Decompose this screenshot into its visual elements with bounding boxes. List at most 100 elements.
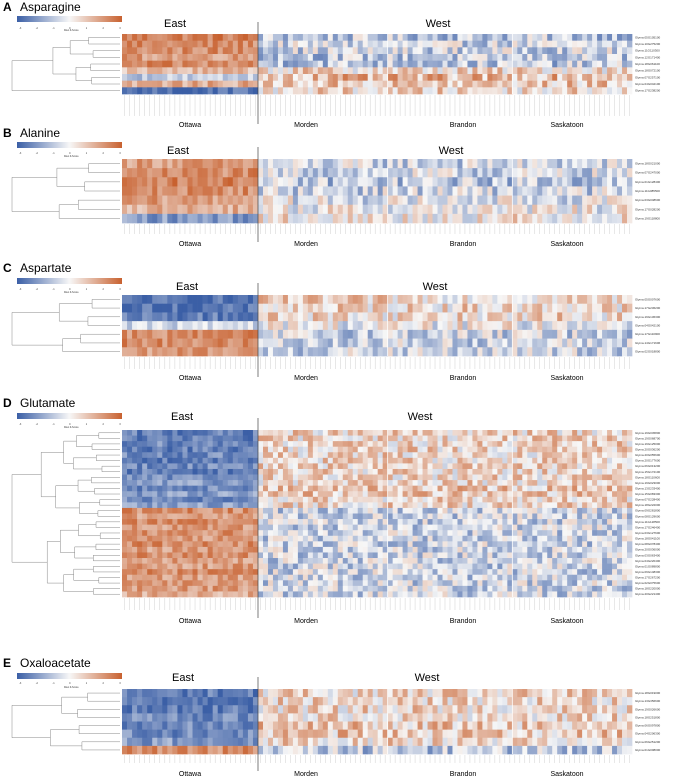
heatmap-cell <box>422 295 428 305</box>
heatmap-cell <box>147 54 153 62</box>
heatmap-cell <box>402 457 408 464</box>
heatmap-cell <box>337 468 344 475</box>
heatmap-cell <box>437 524 443 531</box>
heatmap-cell <box>442 491 448 498</box>
heatmap-cell <box>282 195 289 206</box>
heatmap-cell <box>258 40 264 48</box>
heatmap-cell <box>277 502 284 509</box>
heatmap-cell <box>162 502 168 509</box>
heatmap-cell <box>317 195 324 206</box>
heatmap-cell <box>137 485 143 492</box>
heatmap-cell <box>342 452 349 459</box>
heatmap-cell <box>562 303 568 313</box>
heatmap-cell <box>212 213 219 224</box>
heatmap-cell <box>472 541 478 548</box>
heatmap-cell <box>307 295 314 305</box>
heatmap-cell <box>397 535 403 542</box>
heatmap-cell <box>322 54 329 62</box>
heatmap-cell <box>297 54 304 62</box>
heatmap-cell <box>542 87 548 95</box>
heatmap-cell <box>247 74 254 82</box>
heatmap-cell <box>202 204 208 215</box>
heatmap-cell <box>507 60 513 68</box>
heatmap-cell <box>497 480 503 487</box>
heatmap-cell <box>132 535 138 542</box>
heatmap-cell <box>512 519 518 525</box>
heatmap-cell <box>492 303 498 313</box>
heatmap-cell <box>222 441 229 448</box>
heatmap-cell <box>567 303 573 313</box>
heatmap-cell <box>262 474 269 481</box>
heatmap-cell <box>177 303 183 313</box>
heatmap-cell <box>272 491 279 498</box>
heatmap-cell <box>447 452 453 459</box>
heatmap-cell <box>282 159 289 169</box>
heatmap-cell <box>167 524 173 531</box>
heatmap-cell <box>372 530 379 537</box>
heatmap-cell <box>392 541 398 548</box>
heatmap-cell <box>487 67 493 75</box>
heatmap-cell <box>542 535 548 542</box>
heatmap-cell <box>182 530 188 537</box>
heatmap-cell <box>557 159 563 169</box>
heatmap-cell <box>422 541 428 548</box>
heatmap-cell <box>512 347 518 357</box>
heatmap-cell <box>177 213 183 224</box>
heatmap-cell <box>612 74 618 82</box>
heatmap-cell <box>207 312 214 322</box>
heatmap-cell <box>482 47 488 55</box>
heatmap-cell <box>377 87 384 95</box>
dendrogram-branch <box>96 454 120 461</box>
heatmap-cell <box>302 329 309 339</box>
heatmap-cell <box>152 480 158 487</box>
heatmap-cell <box>562 430 568 436</box>
heatmap-cell <box>227 457 234 464</box>
heatmap-cell <box>502 168 508 178</box>
heatmap-cell <box>597 67 603 75</box>
heatmap-cell <box>307 312 314 322</box>
heatmap-cell <box>497 541 503 548</box>
heatmap-cell <box>262 321 269 331</box>
heatmap-cell <box>477 40 483 48</box>
heatmap-cell <box>242 435 249 442</box>
heatmap-cell <box>272 541 279 548</box>
heatmap-cell <box>187 329 193 339</box>
heatmap-cell <box>537 60 543 68</box>
heatmap-cell <box>367 430 374 436</box>
heatmap-cell <box>337 295 344 305</box>
heatmap-cell <box>597 80 603 88</box>
heatmap-cell <box>432 502 438 509</box>
heatmap-cell <box>487 177 493 187</box>
heatmap-cell <box>442 430 448 436</box>
heatmap-cell <box>307 496 314 503</box>
heatmap-cell <box>152 535 158 542</box>
heatmap-cell <box>407 168 413 178</box>
heatmap-cell <box>377 513 384 520</box>
heatmap-cell <box>212 496 219 503</box>
heatmap-cell <box>542 312 548 322</box>
heatmap-cell <box>617 321 623 331</box>
heatmap-cell <box>527 186 533 196</box>
heatmap-cell <box>212 524 219 531</box>
heatmap-cell <box>262 513 269 520</box>
heatmap-cell <box>462 168 468 178</box>
heatmap-cell <box>277 535 284 542</box>
heatmap-cell <box>602 74 608 82</box>
heatmap-cell <box>532 468 538 475</box>
heatmap-cell <box>362 186 369 196</box>
heatmap-cell <box>517 347 523 357</box>
heatmap-cell <box>137 329 143 339</box>
heatmap-cell <box>342 295 349 305</box>
heatmap-cell <box>422 74 428 82</box>
heatmap-cell <box>577 60 583 68</box>
heatmap-cell <box>137 546 143 553</box>
heatmap-cell <box>462 480 468 487</box>
heatmap-cell <box>157 513 163 520</box>
heatmap-cell <box>187 524 193 531</box>
heatmap-cell <box>132 195 138 206</box>
heatmap-cell <box>507 40 513 48</box>
heatmap-cell <box>347 541 354 548</box>
heatmap-cell <box>132 480 138 487</box>
heatmap-cell <box>482 87 488 95</box>
heatmap-cell <box>132 457 138 464</box>
